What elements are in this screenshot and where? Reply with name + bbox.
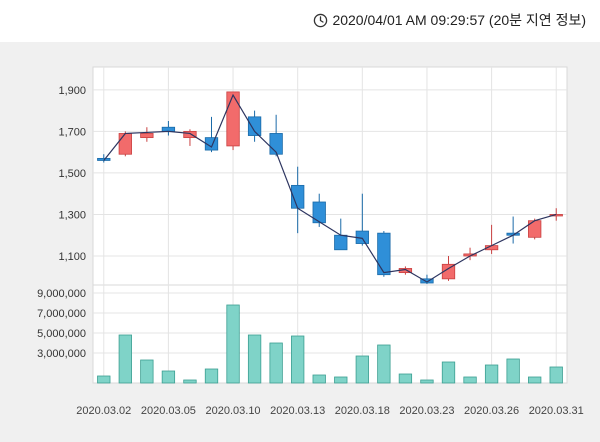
date-label: 2020.03.05 (141, 405, 196, 417)
date-label: 2020.03.26 (464, 405, 519, 417)
date-label: 2020.03.18 (335, 405, 390, 417)
candle-body (420, 278, 434, 284)
price-tick-label: 1,700 (58, 126, 86, 138)
candle (118, 131, 132, 157)
volume-bar (334, 376, 348, 384)
candle-body (118, 133, 132, 155)
volume-bar (140, 359, 154, 384)
candle (226, 91, 240, 151)
candle (140, 127, 154, 142)
volume-bar (226, 304, 240, 384)
moving-average-line (103, 93, 557, 283)
timestamp-text: 2020/04/01 AM 09:29:57 (20분 지연 정보) (332, 12, 586, 28)
volume-bar (441, 361, 456, 384)
candle-body (183, 130, 197, 139)
candle-body (247, 116, 262, 136)
candle-body (334, 234, 348, 251)
chart-area: 1,100 1,300 1,500 1,700 1,900 3,000,000 5,000… (0, 42, 600, 442)
volume-bar (420, 379, 434, 384)
volume-bar (161, 370, 176, 384)
date-label: 2020.03.13 (270, 405, 325, 417)
price-axis: 1,100 1,300 1,500 1,700 1,900 (58, 85, 86, 263)
volume-tick-label: 7,000,000 (37, 308, 86, 320)
volume-bar (506, 358, 520, 384)
volume-bar (528, 376, 542, 384)
volume-bar (484, 364, 499, 384)
timestamp: 2020/04/01 AM 09:29:57 (20분 지연 정보) (313, 10, 586, 30)
candle-body (269, 133, 283, 155)
candle-body (312, 201, 326, 224)
candle (183, 129, 197, 146)
candle-body (377, 232, 391, 276)
volume-bar (204, 368, 219, 384)
volume-tick-label: 5,000,000 (37, 328, 86, 340)
candle-body (161, 126, 176, 132)
date-label: 2020.03.31 (529, 405, 584, 417)
candle (528, 218, 542, 240)
price-tick-label: 1,300 (58, 209, 86, 221)
volume-tick-label: 9,000,000 (37, 288, 86, 300)
candles (97, 91, 563, 285)
date-label: 2020.03.02 (76, 405, 131, 417)
volume-tick-label: 3,000,000 (37, 348, 86, 360)
candle-body (140, 133, 154, 139)
volume-bar (269, 342, 283, 384)
price-tick-label: 1,500 (58, 168, 86, 180)
candle-body (441, 263, 456, 280)
price-panel (92, 66, 568, 306)
volume-bar (398, 373, 413, 384)
volume-bar (183, 379, 197, 384)
volume-bar (377, 344, 391, 384)
volume-bar (247, 334, 262, 384)
candle (247, 110, 262, 142)
volume-bars (97, 304, 563, 384)
candle (334, 218, 348, 251)
price-tick-label: 1,100 (58, 251, 86, 263)
date-axis: 2020.03.02 2020.03.05 2020.03.10 2020.03.13… (76, 405, 584, 417)
stock-chart: 1,100 1,300 1,500 1,700 1,900 3,000,000 5,000… (37, 66, 584, 417)
price-tick-label: 1,900 (58, 85, 86, 97)
date-label: 2020.03.10 (206, 405, 261, 417)
candle-body (226, 91, 240, 147)
clock-icon (314, 13, 328, 27)
volume-bar (549, 366, 563, 384)
volume-bar (463, 376, 477, 384)
date-label: 2020.03.23 (399, 405, 454, 417)
candle (377, 231, 391, 277)
volume-axis: 3,000,000 5,000,000 7,000,000 9,000,000 (37, 288, 86, 360)
volume-bar (118, 334, 132, 384)
volume-bar (291, 335, 305, 384)
header: 2020/04/01 AM 09:29:57 (20분 지연 정보) (0, 0, 600, 42)
volume-bar (97, 375, 111, 384)
volume-bar (312, 374, 326, 384)
volume-bar (355, 355, 369, 384)
